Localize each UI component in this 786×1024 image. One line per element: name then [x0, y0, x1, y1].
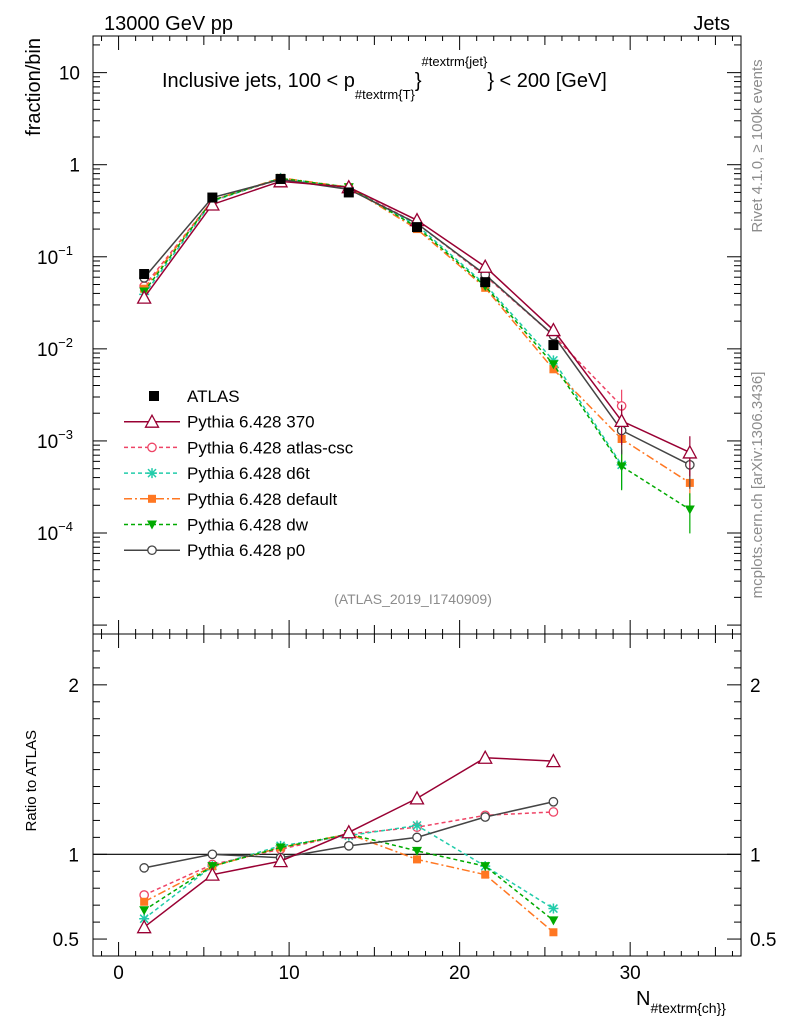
- legend-marker: [147, 468, 157, 479]
- series-point: [549, 365, 558, 374]
- data-point: [480, 277, 491, 288]
- ratio-y-tick-label: 0.5: [53, 930, 79, 951]
- ratio-series-point: [207, 862, 218, 872]
- y-tick-label: 10−2: [37, 335, 73, 361]
- legend-marker: [147, 545, 157, 556]
- ratio-y-axis-label: Ratio to ATLAS: [23, 730, 40, 831]
- ratio-series-point: [341, 824, 357, 839]
- ratio-series-point: [139, 863, 150, 873]
- series-point: [204, 196, 220, 211]
- legend-label: Pythia 6.428 default: [187, 490, 338, 509]
- ratio-series-point: [412, 832, 422, 843]
- series-point: [477, 258, 493, 273]
- legend-label: Pythia 6.428 d6t: [187, 464, 310, 483]
- ratio-series-point: [272, 853, 289, 868]
- y-tick-label: 1: [69, 156, 80, 177]
- header-right: Jets: [693, 13, 730, 35]
- data-point: [548, 340, 559, 351]
- ratio-y-tick-label-right: 1: [750, 845, 761, 866]
- series-point: [616, 462, 627, 472]
- ratio-series-line: [143, 811, 554, 896]
- series-line: [143, 177, 691, 511]
- ratio-series-point: [545, 753, 562, 768]
- legend-marker: [148, 494, 156, 503]
- ratio-series-point: [480, 862, 491, 872]
- ratio-series-point: [139, 913, 150, 924]
- legend-label: Pythia 6.428 atlas-csc: [187, 438, 354, 457]
- analysis-id: (ATLAS_2019_I1740909): [334, 591, 492, 607]
- y-tick-label: 10−1: [37, 243, 73, 269]
- legend: ATLAS Pythia 6.428 370 Pythia 6.428 atlas-…: [124, 387, 354, 560]
- chart-title-suffix: } < 200 [GeV]: [487, 70, 607, 92]
- header-left: 13000 GeV pp: [104, 13, 233, 35]
- legend-label: Pythia 6.428 370: [187, 413, 315, 432]
- legend-marker: [147, 442, 157, 453]
- legend-label: Pythia 6.428 p0: [187, 541, 305, 560]
- ratio-series-point: [549, 928, 558, 937]
- x-axis-label-sub: #textrm{ch}}: [650, 1000, 726, 1016]
- legend-marker: [147, 520, 157, 530]
- ratio-y-tick-label-right: 0.5: [750, 930, 776, 951]
- ratio-series-point: [477, 749, 493, 764]
- x-axis-label-main: N: [636, 988, 650, 1010]
- ratio-y-tick-label: 2: [68, 676, 79, 697]
- ratio-series-point: [140, 897, 149, 906]
- series-point: [545, 322, 562, 337]
- ratio-series-point: [409, 790, 425, 805]
- series-point: [684, 505, 695, 515]
- data-point: [207, 192, 218, 203]
- series-point: [682, 444, 698, 459]
- side-site-label: mcplots.cern.ch [arXiv:1306.3436]: [749, 372, 766, 599]
- series-point: [614, 413, 630, 428]
- ratio-y-tick-label: 1: [68, 845, 79, 866]
- legend-label: Pythia 6.428 dw: [187, 516, 309, 535]
- ratio-series-point: [481, 870, 490, 879]
- ratio-axis-ticks: 0 10 20 30 0.5 0.5 1 1 2 2: [53, 633, 776, 984]
- ratio-series-point: [204, 866, 220, 881]
- ratio-panel-series: [136, 749, 562, 937]
- chart-title: Inclusive jets, 100 < p#textrm{T}}#textr…: [162, 54, 607, 102]
- data-point: [275, 173, 286, 184]
- data-point: [139, 269, 150, 280]
- y-tick-label: 10: [59, 64, 80, 85]
- ratio-series-point: [136, 919, 152, 934]
- ratio-series-point: [412, 820, 422, 831]
- ratio-series-point: [275, 843, 286, 853]
- x-tick-label: 0: [113, 963, 124, 984]
- series-point: [136, 289, 152, 304]
- series-point: [548, 360, 559, 370]
- ratio-series-point: [548, 916, 559, 926]
- chart-title-sub: #textrm{T}: [355, 87, 416, 102]
- x-tick-label: 30: [620, 963, 641, 984]
- ratio-series-point: [412, 846, 422, 856]
- ratio-series-point: [207, 849, 218, 860]
- ratio-series-point: [413, 855, 421, 864]
- chart-title-prefix: Inclusive jets, 100 < p: [162, 70, 355, 92]
- chart-title-sup: #textrm{jet}: [422, 54, 488, 69]
- x-tick-label: 10: [279, 963, 300, 984]
- y-axis-label: fraction/bin: [23, 38, 45, 136]
- ratio-y-tick-label-right: 2: [750, 676, 761, 697]
- main-axis-ticks: 10 1 10−1 10−2 10−3 10−4: [37, 36, 741, 634]
- y-tick-label: 10−3: [37, 427, 73, 453]
- data-point: [412, 222, 422, 233]
- data-point: [343, 187, 354, 198]
- ratio-series-point: [139, 906, 150, 916]
- ratio-series-point: [343, 840, 354, 851]
- x-tick-label: 20: [449, 963, 470, 984]
- y-tick-label: 10−4: [37, 519, 73, 545]
- x-axis-label: N#textrm{ch}}: [636, 988, 726, 1016]
- main-panel-series: [136, 172, 698, 534]
- chart-title-brace: }: [415, 70, 422, 92]
- ratio-panel-frame: [92, 633, 742, 957]
- legend-marker: [149, 391, 159, 401]
- ratio-series-point: [548, 903, 559, 914]
- legend-label: ATLAS: [187, 387, 240, 406]
- ratio-series-point: [548, 807, 559, 817]
- ratio-series-point: [548, 796, 559, 807]
- legend-marker: [144, 413, 160, 428]
- ratio-series-point: [480, 812, 491, 822]
- side-rivet-label: Rivet 4.1.0, ≥ 100k events: [749, 59, 766, 232]
